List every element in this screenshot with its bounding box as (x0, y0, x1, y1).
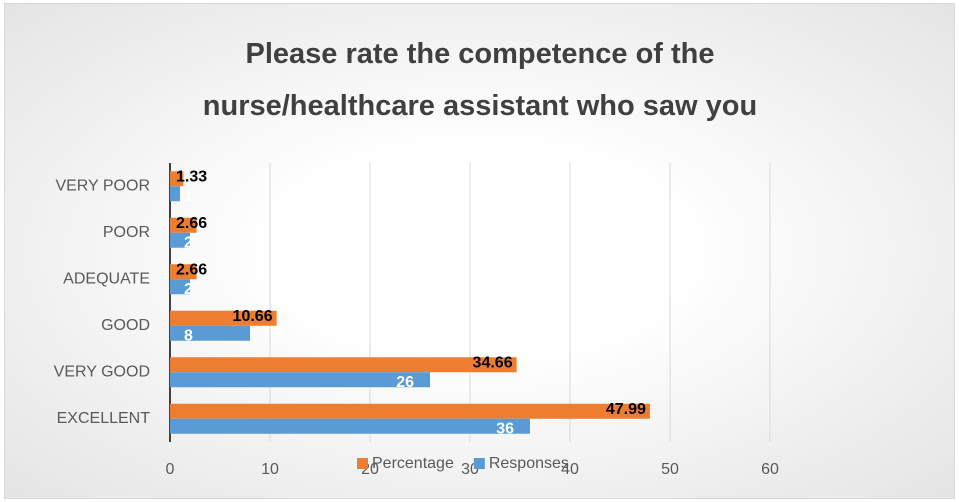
x-tick-label: 0 (166, 461, 175, 478)
bar (170, 264, 197, 280)
data-label: 2.66 (176, 261, 207, 278)
bar (170, 403, 650, 419)
bar (170, 232, 190, 248)
y-tick-label: EXCELLENT (57, 410, 151, 427)
legend-label: Responses (489, 455, 569, 472)
y-tick-label: POOR (103, 224, 150, 241)
bar (170, 217, 197, 233)
bar (170, 279, 190, 295)
y-tick-label: VERY POOR (55, 177, 150, 194)
y-tick-label: GOOD (101, 317, 150, 334)
data-label: 2 (184, 281, 193, 298)
bar (170, 171, 184, 187)
data-label: 36 (496, 420, 514, 437)
legend-label: Percentage (372, 455, 454, 472)
bar (170, 357, 517, 373)
legend-swatch (473, 458, 485, 469)
y-tick-label: ADEQUATE (63, 270, 150, 287)
data-label: 1 (184, 188, 193, 205)
bar (170, 186, 180, 202)
data-label: 10.66 (233, 308, 273, 325)
bar (170, 372, 430, 388)
data-label: 1.33 (176, 168, 207, 185)
data-label: 2.66 (176, 215, 207, 232)
legend-swatch (357, 458, 368, 469)
data-label: 26 (396, 374, 414, 391)
x-tick-label: 60 (761, 461, 779, 478)
data-label: 8 (184, 327, 193, 344)
data-label: 47.99 (606, 401, 646, 418)
data-label: 34.66 (473, 354, 513, 371)
chart-title: Please rate the competence of the nurse/… (202, 38, 758, 122)
data-label: 2 (184, 234, 193, 251)
x-tick-label: 40 (561, 461, 579, 478)
y-tick-label: VERY GOOD (54, 363, 150, 380)
bar (170, 418, 530, 434)
x-tick-label: 10 (261, 461, 279, 478)
bar (170, 310, 277, 326)
x-tick-label: 50 (661, 461, 679, 478)
bar (170, 325, 250, 341)
